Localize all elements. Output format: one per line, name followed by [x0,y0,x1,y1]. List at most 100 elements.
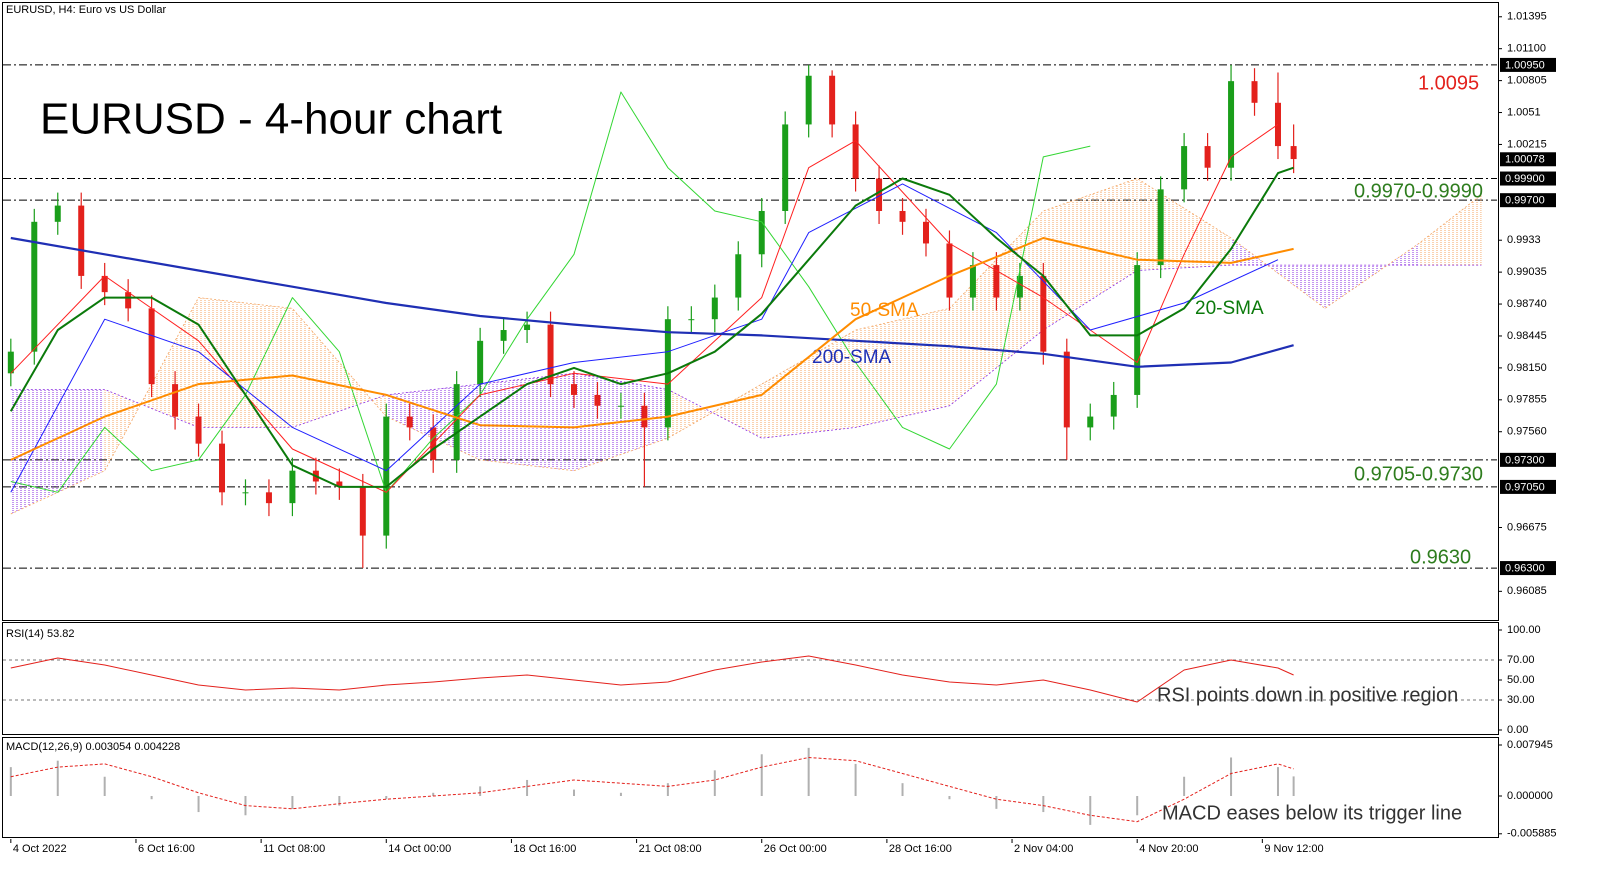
candle-body [688,319,695,321]
candle-body [805,75,812,125]
x-tick-label: 28 Oct 16:00 [889,843,952,855]
panel-annotation: MACD eases below its trigger line [1162,802,1462,824]
candle-body [876,178,883,211]
series-label: 50-SMA [850,300,919,321]
cloud-fill [1418,194,1482,266]
x-tick-label: 2 Nov 04:00 [1014,843,1073,855]
cloud-fill [480,373,575,471]
marked-tick-label: 0.96300 [1505,562,1545,574]
candle-body [571,384,578,395]
candle-body [265,492,272,504]
level-annotation: 0.9970-0.9990 [1354,180,1483,202]
rsi-line [10,655,1294,703]
y-tick-label: 50.00 [1507,674,1535,686]
candle-body [711,297,718,320]
cloud-fill [1043,178,1138,331]
macd-panel-frame [2,737,1499,838]
price-panel-frame [2,2,1499,621]
y-tick-label: 1.00805 [1507,75,1547,87]
x-tick-label: 18 Oct 16:00 [513,843,576,855]
y-tick-label: 1.0051 [1507,106,1541,118]
candle-body [453,384,460,460]
marked-tick-label-box [1500,171,1556,186]
candle-body [524,324,531,331]
y-tick-label: 0.97560 [1507,426,1547,438]
candle-body [829,75,836,125]
chart-title: EURUSD - 4-hour chart [40,95,502,144]
candle-body [383,416,390,536]
y-tick-label: -0.005885 [1507,828,1557,840]
cloud-fill [292,308,387,428]
x-tick-label: 11 Oct 08:00 [263,843,325,855]
candle-body [1204,146,1211,168]
candle-body [1228,81,1235,168]
candle-body [735,254,742,298]
y-tick-label: 0.000000 [1507,790,1553,802]
candle-body [1063,351,1070,428]
marked-tick-label: 0.97050 [1505,481,1545,493]
candle-body [406,416,413,428]
candle-body [1016,275,1023,298]
candle-body [148,308,155,385]
candle-body [852,124,859,179]
x-tick-label: 6 Oct 16:00 [138,843,195,855]
candle-body [1134,265,1141,395]
level-annotation: 1.0095 [1418,72,1479,94]
indicator-line [9,166,1294,488]
marked-tick-label-box [1500,479,1556,494]
y-tick-label: 100.00 [1507,624,1541,636]
y-tick-label: 0.97855 [1507,394,1547,406]
series-label: 200-SMA [812,347,892,368]
cloud-span [10,178,1482,515]
cloud-fill [855,308,950,428]
candle-body [500,330,507,341]
candle-body [617,405,624,407]
macd-title: MACD(12,26,9) 0.003054 0.004228 [6,741,180,753]
marked-tick-label: 0.99900 [1505,173,1545,185]
candle-body [359,486,366,536]
candle-body [1157,189,1164,266]
last-price-label: 1.00078 [1505,154,1545,166]
candle-body [1040,275,1047,352]
x-tick-label: 4 Oct 2022 [13,843,67,855]
candle-body [1087,416,1094,428]
candle-body [7,351,14,374]
candle-body [31,221,38,352]
candle-body [758,210,765,255]
candle-body [336,481,343,487]
rsi-panel-frame [2,622,1499,735]
marked-tick-label-box [1500,452,1556,467]
candle-body [1290,146,1297,160]
y-tick-label: 30.00 [1507,694,1535,706]
candle-body [641,405,648,428]
signal-line [10,757,1294,823]
y-tick-label: 0.98445 [1507,330,1547,342]
panel-annotation: RSI points down in positive region [1157,684,1458,706]
candle-body [101,275,108,293]
level-annotation: 0.9705-0.9730 [1354,463,1483,485]
y-tick-label: 1.01100 [1507,43,1546,55]
series-label: 20-SMA [1195,298,1264,319]
candle-body [922,221,929,244]
candle-body [946,243,953,298]
marked-tick-label-box [1500,193,1556,208]
y-tick-label: 0.007945 [1507,739,1553,751]
cloud-span [10,264,1482,439]
y-tick-label: 0.99035 [1507,266,1547,278]
candle-body [1251,81,1258,103]
candle-body [547,324,554,385]
y-tick-label: 0.98740 [1507,298,1547,310]
marked-tick-label-box [1500,561,1556,576]
y-tick-label: 0.96675 [1507,521,1547,533]
last-price-label-box [1500,152,1556,167]
candle-body [219,443,226,493]
candle-body [899,210,906,222]
candle-body [289,470,296,504]
indicator-line [10,183,1279,493]
marked-tick-label: 1.00950 [1505,59,1545,71]
cloud-fill [761,330,856,439]
x-tick-label: 4 Nov 20:00 [1139,843,1198,855]
x-tick-label: 26 Oct 00:00 [764,843,827,855]
